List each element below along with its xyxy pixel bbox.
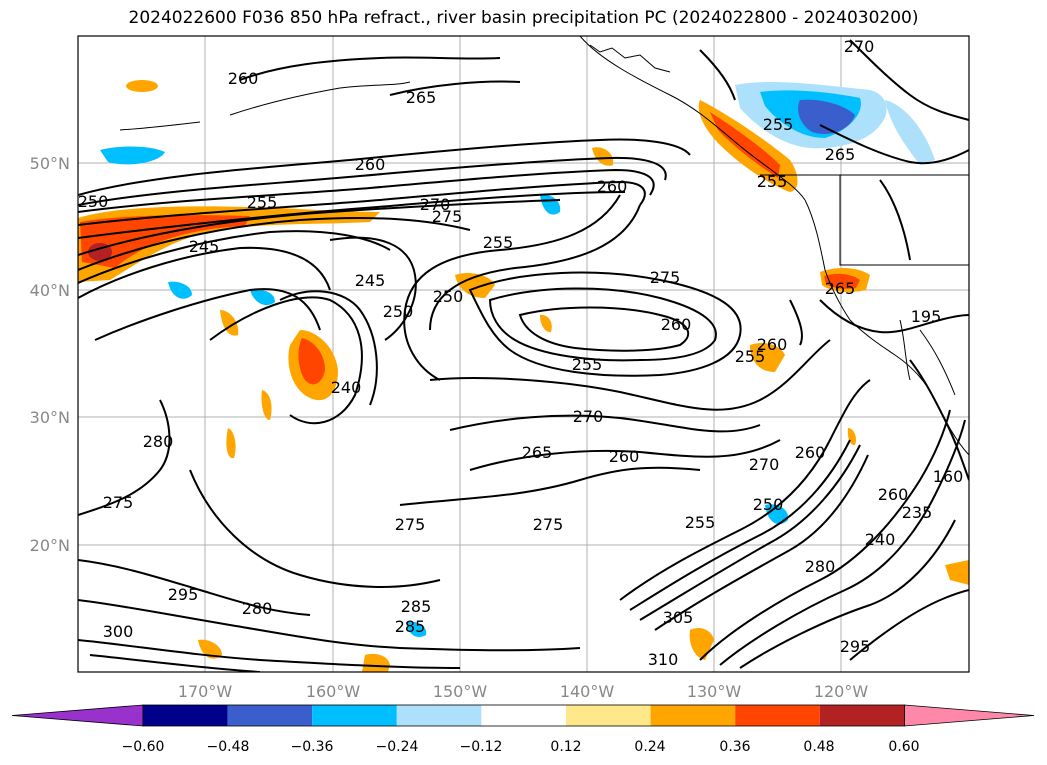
contour-label: 285 xyxy=(395,617,426,636)
contour-label: 270 xyxy=(573,407,604,426)
contour-label: 195 xyxy=(911,307,942,326)
colorbar-extend-min xyxy=(11,704,144,727)
map-title: 2024022600 F036 850 hPa refract., river … xyxy=(128,8,919,28)
contour-label: 240 xyxy=(865,530,896,549)
colorbar-segment xyxy=(481,705,566,726)
contour-label: 295 xyxy=(840,637,871,656)
contour-label: 275 xyxy=(650,268,681,287)
colorbar-border xyxy=(142,704,905,727)
refractivity-contours xyxy=(78,39,969,672)
contour-label: 265 xyxy=(825,145,856,164)
coastlines xyxy=(119,36,969,456)
contour-label: 275 xyxy=(432,207,463,226)
colorbar-segment xyxy=(566,705,651,726)
colorbar-tick: −0.48 xyxy=(207,739,250,755)
precip-shading xyxy=(78,80,969,672)
colorbar-segment xyxy=(227,705,313,726)
contour-label: 260 xyxy=(609,447,640,466)
contour-label: 250 xyxy=(433,287,464,306)
colorbar-extend-max xyxy=(904,704,1035,727)
contour-label: 265 xyxy=(406,88,437,107)
colorbar-tick: −0.60 xyxy=(122,739,165,755)
contour-label: 255 xyxy=(572,355,603,374)
contour-label: 295 xyxy=(168,585,199,604)
contour-label: 260 xyxy=(597,177,628,196)
contour-label: 240 xyxy=(331,378,362,397)
contour-label: 310 xyxy=(648,650,679,669)
contour-label: 270 xyxy=(420,195,451,214)
lon-label-160w: 160°W xyxy=(306,682,361,701)
colorbar-segment xyxy=(650,705,736,726)
colorbar-segment xyxy=(396,705,482,726)
map-border xyxy=(77,35,970,673)
contour-label: 255 xyxy=(247,193,278,212)
contour-label: 255 xyxy=(763,115,794,134)
colorbar-segment xyxy=(312,705,397,726)
lon-label-150w: 150°W xyxy=(433,682,488,701)
colorbar-tick: 0.60 xyxy=(888,739,919,755)
contour-label: 255 xyxy=(735,347,766,366)
contour-label: 255 xyxy=(685,513,716,532)
lat-label-30n: 30°N xyxy=(30,408,70,427)
lat-label-50n: 50°N xyxy=(30,154,70,173)
contour-label: 265 xyxy=(522,443,553,462)
latitude-labels: 50°N 40°N 30°N 20°N xyxy=(30,154,70,555)
contour-labels: 260 265 260 255 250 270 275 255 245 240 … xyxy=(78,37,964,669)
contour-label: 270 xyxy=(844,37,875,56)
contour-label: 260 xyxy=(878,485,909,504)
contour-label: 250 xyxy=(753,495,784,514)
contour-label: 260 xyxy=(757,335,788,354)
contour-label: 245 xyxy=(355,271,386,290)
contour-label: 245 xyxy=(189,237,220,256)
lon-label-140w: 140°W xyxy=(560,682,615,701)
contour-label: 260 xyxy=(795,443,826,462)
colorbar-tick: 0.24 xyxy=(634,739,665,755)
contour-label: 300 xyxy=(103,622,134,641)
contour-label: 160 xyxy=(933,467,964,486)
colorbar-tick: 0.12 xyxy=(550,739,581,755)
lon-label-130w: 130°W xyxy=(687,682,742,701)
contour-label: 275 xyxy=(395,515,426,534)
colorbar-segment xyxy=(819,705,905,726)
contour-label: 305 xyxy=(663,608,694,627)
colorbar-segment xyxy=(143,705,228,726)
contour-label: 235 xyxy=(902,503,933,522)
contour-label: 275 xyxy=(533,515,564,534)
colorbar xyxy=(11,704,1035,727)
colorbar-ticks: −0.60 −0.48 −0.36 −0.24 −0.12 0.12 0.24 … xyxy=(122,739,920,755)
contour-label: 280 xyxy=(143,432,174,451)
contour-label: 250 xyxy=(383,302,414,321)
lon-label-170w: 170°W xyxy=(178,682,233,701)
colorbar-tick: 0.36 xyxy=(719,739,750,755)
contour-label: 285 xyxy=(401,597,432,616)
contour-label: 275 xyxy=(103,493,134,512)
lon-label-120w: 120°W xyxy=(814,682,869,701)
contour-label: 260 xyxy=(228,69,259,88)
contour-label: 260 xyxy=(661,315,692,334)
lat-label-20n: 20°N xyxy=(30,536,70,555)
contour-label: 255 xyxy=(483,233,514,252)
contour-label: 280 xyxy=(242,599,273,618)
colorbar-tick: 0.48 xyxy=(803,739,834,755)
colorbar-tick: −0.36 xyxy=(291,739,334,755)
longitude-labels: 170°W 160°W 150°W 140°W 130°W 120°W xyxy=(178,682,869,701)
colorbar-segment xyxy=(735,705,820,726)
colorbar-tick: −0.12 xyxy=(460,739,503,755)
contour-label: 260 xyxy=(355,155,386,174)
lat-label-40n: 40°N xyxy=(30,281,70,300)
contour-label: 270 xyxy=(749,455,780,474)
colorbar-tick: −0.24 xyxy=(376,739,419,755)
contour-label: 280 xyxy=(805,557,836,576)
contour-label: 265 xyxy=(825,279,856,298)
contour-label: 255 xyxy=(757,172,788,191)
contour-label: 250 xyxy=(78,192,109,211)
